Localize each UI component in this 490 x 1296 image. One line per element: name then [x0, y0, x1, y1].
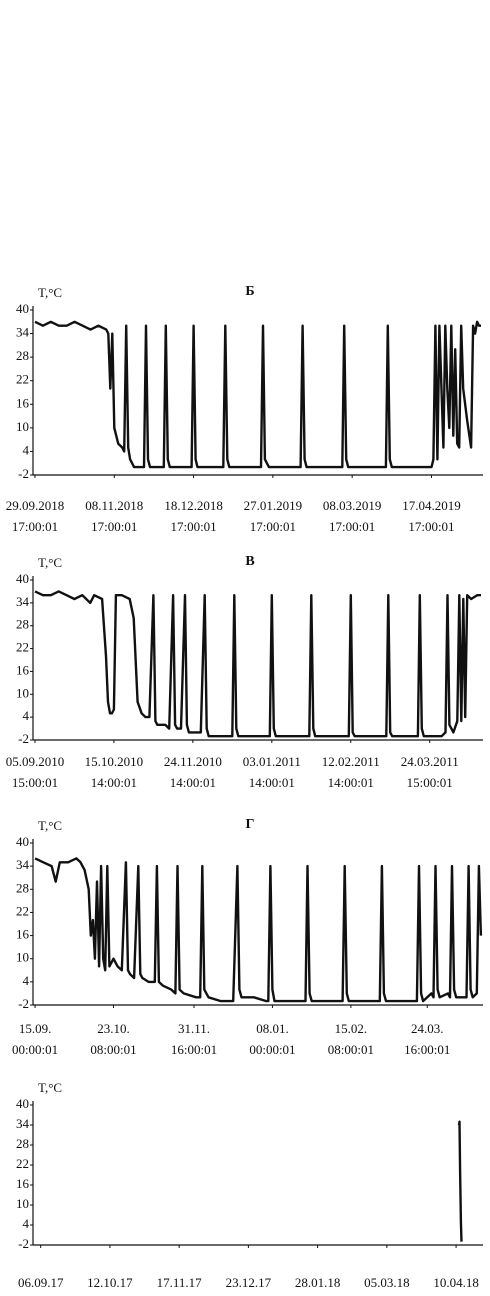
x-tick-label: 18.12.2018 17:00:01 — [164, 498, 223, 534]
x-tick-label: 12.02.2011 14:00:01 — [322, 754, 380, 790]
y-axis-label: T,°C — [38, 285, 62, 300]
y-tick-label: -2 — [18, 466, 29, 481]
x-tick-label: 03.01.2011 14:00:01 — [243, 754, 301, 790]
temperature-line — [34, 590, 481, 738]
y-tick-label: 10 — [16, 419, 29, 434]
temperature-line — [457, 1120, 463, 1242]
y-tick-label: 16 — [16, 395, 30, 410]
chart-panel: Б T,°C 40 34 28 22 16 10 4 -2 29.09.2018 17:00:01 08… — [6, 284, 483, 534]
x-tick-label: 29.09.2018 17:00:01 — [6, 498, 65, 534]
x-tick-label: 17.04.2019 17:00:01 — [402, 498, 461, 534]
y-tick-label: 4 — [23, 973, 30, 988]
x-tick-label: 08.11.2018 17:00:01 — [85, 498, 143, 534]
y-tick-label: 34 — [16, 857, 30, 872]
temperature-line — [34, 857, 483, 1003]
x-tick-label: 31.11. 16:00:01 — [171, 1021, 217, 1057]
y-axis-label: T,°C — [38, 555, 62, 570]
y-tick-label: 16 — [16, 927, 30, 942]
x-tick-label: 24.03. 16:00:01 — [404, 1021, 450, 1057]
panel-title: Б — [245, 284, 254, 299]
y-tick-label: 4 — [23, 708, 30, 723]
x-tick-label: 05.03.18 — [364, 1275, 410, 1290]
y-tick-label: 4 — [23, 1216, 30, 1231]
x-tick-label: 12.10.17 — [87, 1275, 133, 1290]
x-tick-label: 23.10. 08:00:01 — [90, 1021, 136, 1057]
y-tick-label: 34 — [16, 1116, 30, 1131]
y-tick-label: -2 — [18, 1236, 29, 1251]
y-tick-label: 40 — [16, 301, 29, 316]
x-tick-label: 24.11.2010 14:00:01 — [164, 754, 222, 790]
panel-title: В — [245, 554, 254, 569]
y-axis-label: T,°C — [38, 1080, 62, 1095]
y-tick-label: 28 — [16, 880, 29, 895]
y-tick-label: 22 — [16, 903, 29, 918]
x-tick-label: 08.01. 00:00:01 — [249, 1021, 295, 1057]
x-tick-label: 06.09.17 — [18, 1275, 64, 1290]
x-tick-label: 23.12.17 — [226, 1275, 272, 1290]
y-tick-label: 28 — [16, 1136, 29, 1151]
x-tick-label: 28.01.18 — [295, 1275, 341, 1290]
y-tick-label: 28 — [16, 348, 29, 363]
chart-panel: T,°C 40 34 28 22 16 10 4 -2 06.09.17 12.10.17 17.11… — [16, 1080, 483, 1290]
y-tick-label: -2 — [18, 731, 29, 746]
y-tick-label: 34 — [16, 325, 30, 340]
chart-panel: В T,°C 40 34 28 22 16 10 4 -2 05.09.2010 15:00:01 15… — [6, 554, 483, 790]
chart-panel: Г T,°C 40 34 28 22 16 10 4 -2 15.09. 00:00:01 23.10.… — [12, 817, 483, 1057]
y-tick-label: 16 — [16, 1176, 30, 1191]
x-tick-label: 24.03.2011 15:00:01 — [401, 754, 459, 790]
y-tick-label: 40 — [16, 834, 29, 849]
x-tick-label: 27.01.2019 17:00:01 — [244, 498, 303, 534]
y-tick-label: 10 — [16, 685, 29, 700]
y-axis-label: T,°C — [38, 818, 62, 833]
y-tick-label: 22 — [16, 640, 29, 655]
y-tick-label: -2 — [18, 996, 29, 1011]
y-tick-label: 22 — [16, 1156, 29, 1171]
x-tick-label: 15.09. 00:00:01 — [12, 1021, 58, 1057]
temperature-line — [34, 320, 481, 469]
x-tick-label: 17.11.17 — [157, 1275, 203, 1290]
y-tick-label: 40 — [16, 1096, 29, 1111]
y-tick-label: 40 — [16, 571, 29, 586]
y-tick-label: 10 — [16, 950, 29, 965]
x-tick-label: 08.03.2019 17:00:01 — [323, 498, 382, 534]
x-tick-label: 15.10.2010 14:00:01 — [85, 754, 144, 790]
panel-title: Г — [246, 817, 255, 832]
y-tick-label: 28 — [16, 617, 29, 632]
x-tick-label: 10.04.18 — [433, 1275, 479, 1290]
x-tick-label: 15.02. 08:00:01 — [328, 1021, 374, 1057]
x-tick-label: 05.09.2010 15:00:01 — [6, 754, 65, 790]
y-tick-label: 10 — [16, 1196, 29, 1211]
y-tick-label: 4 — [23, 442, 30, 457]
y-tick-label: 34 — [16, 594, 30, 609]
y-tick-label: 16 — [16, 662, 30, 677]
y-tick-label: 22 — [16, 372, 29, 387]
